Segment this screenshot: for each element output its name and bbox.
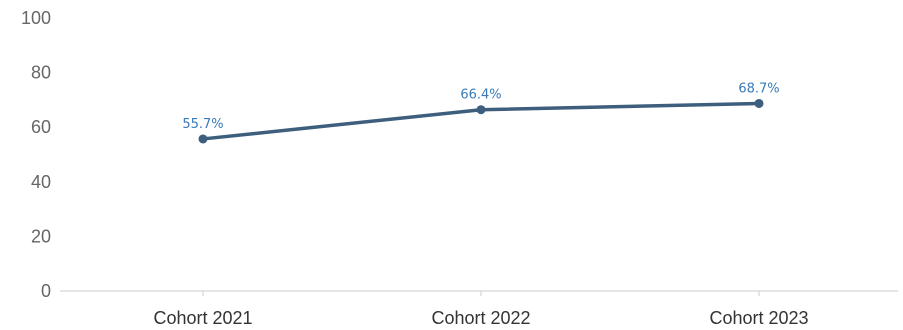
data-label: 66.4% (460, 88, 501, 103)
data-point[interactable] (754, 98, 764, 108)
labels-layer: 55.7% 66.4% 68.7% (182, 81, 779, 131)
y-tick-label: 0 (41, 281, 51, 301)
data-point[interactable] (476, 105, 486, 115)
axes: 0 20 40 60 80 100 Cohort 2021 Cohort 2022 Cohort… (21, 8, 898, 328)
y-tick-label: 80 (31, 63, 51, 83)
x-tick-label: Cohort 2022 (431, 308, 530, 328)
series-layer (198, 98, 764, 144)
y-tick-label: 20 (31, 226, 51, 246)
data-point[interactable] (198, 134, 208, 144)
y-tick-label: 100 (21, 8, 51, 28)
y-tick-label: 60 (31, 117, 51, 137)
x-tick-label: Cohort 2023 (709, 308, 808, 328)
data-label: 55.7% (182, 117, 223, 132)
x-tick-label: Cohort 2021 (153, 308, 252, 328)
y-tick-label: 40 (31, 172, 51, 192)
data-label: 68.7% (738, 81, 779, 96)
